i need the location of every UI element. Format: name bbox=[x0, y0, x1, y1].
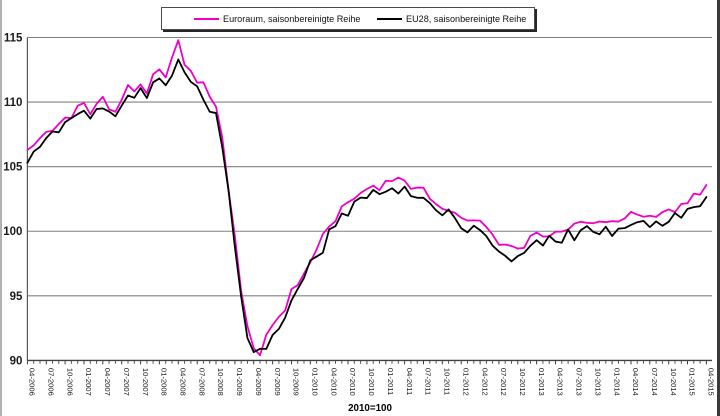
svg-text:100: 100 bbox=[3, 226, 22, 238]
svg-text:04-2011: 04-2011 bbox=[405, 368, 414, 395]
svg-text:10-2009: 10-2009 bbox=[292, 368, 301, 396]
svg-text:07-2006: 07-2006 bbox=[47, 368, 56, 396]
svg-text:01-2011: 01-2011 bbox=[386, 368, 395, 395]
svg-text:04-2007: 04-2007 bbox=[103, 368, 112, 396]
svg-text:07-2008: 07-2008 bbox=[197, 368, 206, 396]
svg-text:10-2008: 10-2008 bbox=[216, 368, 225, 396]
svg-text:95: 95 bbox=[10, 291, 23, 303]
svg-text:2010=100: 2010=100 bbox=[348, 403, 392, 414]
svg-text:04-2014: 04-2014 bbox=[631, 368, 640, 396]
svg-text:01-2007: 01-2007 bbox=[84, 368, 93, 396]
svg-text:110: 110 bbox=[4, 97, 23, 109]
svg-text:01-2014: 01-2014 bbox=[612, 368, 621, 396]
svg-text:10-2012: 10-2012 bbox=[518, 368, 527, 396]
svg-text:115: 115 bbox=[4, 33, 23, 45]
svg-text:04-2012: 04-2012 bbox=[480, 368, 489, 396]
svg-text:07-2011: 07-2011 bbox=[424, 368, 433, 395]
svg-text:07-2012: 07-2012 bbox=[499, 368, 508, 396]
svg-text:10-2007: 10-2007 bbox=[141, 368, 150, 396]
svg-text:01-2013: 01-2013 bbox=[537, 368, 546, 396]
svg-text:07-2010: 07-2010 bbox=[348, 368, 357, 396]
svg-text:04-2009: 04-2009 bbox=[254, 368, 263, 396]
svg-text:10-2011: 10-2011 bbox=[443, 368, 452, 395]
svg-text:10-2014: 10-2014 bbox=[669, 368, 678, 396]
svg-text:07-2014: 07-2014 bbox=[650, 368, 659, 396]
svg-text:10-2010: 10-2010 bbox=[367, 368, 376, 396]
svg-text:07-2013: 07-2013 bbox=[575, 368, 584, 396]
svg-text:90: 90 bbox=[10, 355, 23, 367]
svg-text:01-2012: 01-2012 bbox=[461, 368, 470, 396]
svg-text:04-2013: 04-2013 bbox=[556, 368, 565, 396]
svg-text:04-2015: 04-2015 bbox=[707, 368, 716, 396]
svg-text:07-2007: 07-2007 bbox=[122, 368, 131, 396]
svg-text:01-2008: 01-2008 bbox=[160, 368, 169, 396]
svg-text:04-2010: 04-2010 bbox=[329, 368, 338, 396]
svg-text:04-2008: 04-2008 bbox=[179, 368, 188, 396]
svg-text:01-2010: 01-2010 bbox=[311, 368, 320, 396]
svg-text:01-2009: 01-2009 bbox=[235, 368, 244, 396]
svg-text:10-2006: 10-2006 bbox=[65, 368, 74, 396]
svg-text:105: 105 bbox=[3, 162, 23, 174]
svg-text:01-2015: 01-2015 bbox=[688, 368, 697, 396]
svg-text:04-2006: 04-2006 bbox=[28, 368, 37, 396]
svg-text:10-2013: 10-2013 bbox=[593, 368, 602, 396]
svg-text:07-2009: 07-2009 bbox=[273, 368, 282, 396]
